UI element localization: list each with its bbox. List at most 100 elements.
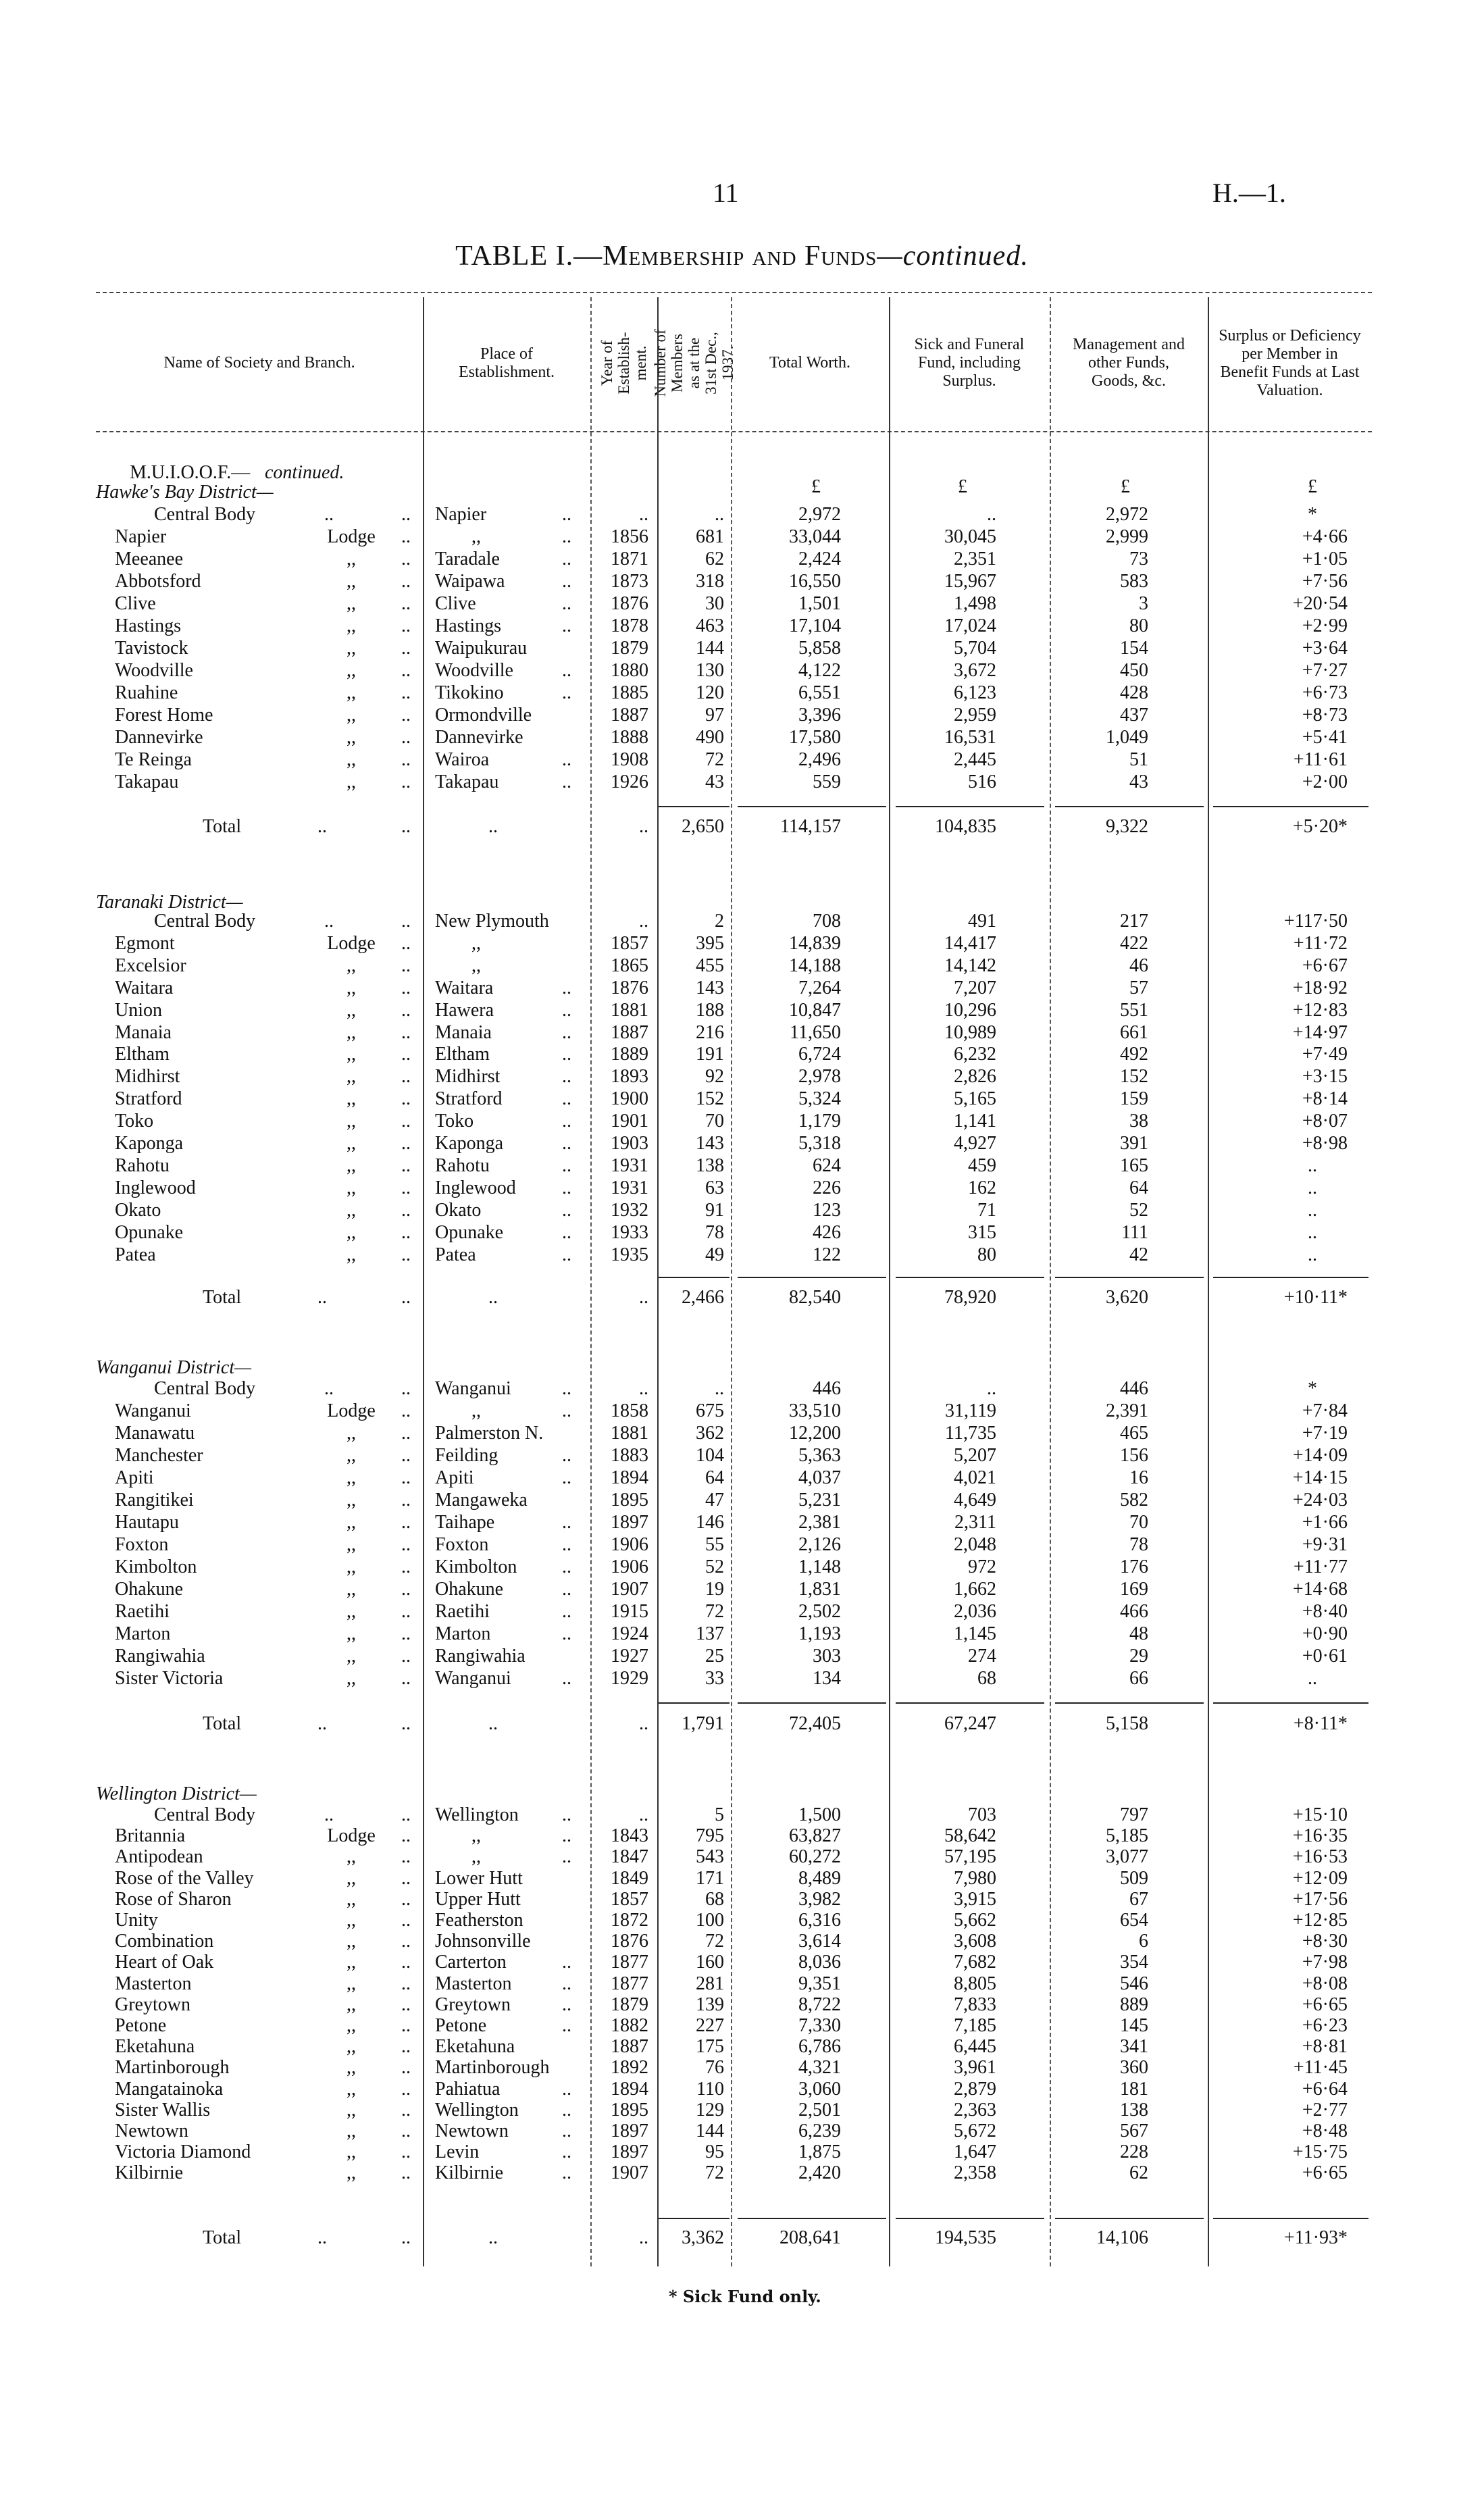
place-name: Lower Hutt [435, 1868, 523, 1889]
management-funds: 159 [1120, 1088, 1148, 1109]
branch-type: ,, [347, 1445, 356, 1466]
leader-dots: .. [317, 816, 327, 837]
year-established: 1883 [611, 1445, 648, 1466]
sick-funeral-fund: 5,672 [954, 2121, 996, 2141]
management-funds: 661 [1120, 1022, 1148, 1043]
year-established: 1931 [611, 1155, 648, 1176]
surplus-value: +14·97 [1292, 1022, 1348, 1043]
total-worth: 559 [813, 771, 841, 792]
sick-funeral-fund: 491 [968, 911, 996, 932]
year-established: 1906 [611, 1534, 648, 1555]
branch-name: Manchester [115, 1445, 203, 1466]
leader-dots: .. [401, 1400, 411, 1421]
surplus-value: +8·40 [1302, 1601, 1348, 1622]
sick-funeral-fund: 5,165 [954, 1088, 996, 1109]
place-name: Okato [435, 1200, 482, 1221]
total-rule [659, 1277, 730, 1278]
branch-type: ,, [347, 1973, 356, 1994]
branch-name: Manawatu [115, 1423, 195, 1444]
total-worth: 3,396 [798, 705, 841, 726]
total-worth: 5,318 [798, 1133, 841, 1154]
branch-name: Kilbirnie [115, 2162, 184, 2183]
place-ditto: ,, [471, 1846, 481, 1867]
branch-name: Central Body [154, 504, 256, 525]
branch-type: ,, [347, 660, 356, 681]
branch-name: Britannia [115, 1825, 186, 1846]
place-name: Eltham [435, 1044, 490, 1065]
leader-dots: .. [401, 2121, 411, 2141]
member-count: 130 [696, 660, 724, 681]
total-worth: 63,827 [789, 1825, 841, 1846]
year-established: 1894 [611, 1467, 648, 1488]
header-surplus: Surplus or Deficiency per Member in Bene… [1219, 326, 1361, 399]
member-count: 144 [696, 638, 724, 659]
sick-funeral-fund: 2,363 [954, 2100, 996, 2121]
leader-dots: .. [401, 1994, 411, 2015]
total-management: 9,322 [1106, 816, 1148, 837]
lodge-row: Tavistock,,.. Waipukurau 1879 144 5,858 5,704… [0, 637, 1484, 659]
total-worth: 33,044 [789, 526, 841, 547]
leader-dots: .. [562, 571, 571, 592]
management-funds: 80 [1129, 615, 1148, 636]
branch-type: ,, [347, 1646, 356, 1667]
sick-funeral-fund: 8,805 [954, 1973, 996, 1994]
branch-type: ,, [347, 1244, 356, 1265]
surplus-value: +7·84 [1302, 1400, 1348, 1421]
total-worth: 2,420 [798, 2162, 841, 2183]
sick-funeral-fund: 274 [968, 1646, 996, 1667]
branch-name: Egmont [115, 933, 175, 954]
total-worth: 1,500 [798, 1804, 841, 1825]
year-established: 1849 [611, 1868, 648, 1889]
sick-funeral-fund: 4,649 [954, 1490, 996, 1511]
year-established: 1857 [611, 933, 648, 954]
total-rule [896, 806, 1044, 807]
leader-dots: .. [562, 1177, 571, 1198]
total-management: 3,620 [1106, 1287, 1148, 1308]
year-established: 1907 [611, 2162, 648, 2183]
society-heading-row: M.U.I.O.O.F.— continued. [0, 461, 1484, 484]
management-funds: 16 [1129, 1467, 1148, 1488]
lodge-row: Masterton,,.. Masterton.. 1877 281 9,351 8,80… [0, 1973, 1484, 1995]
total-worth: 1,831 [798, 1579, 841, 1600]
branch-name: Abbotsford [115, 571, 201, 592]
leader-dots: .. [562, 1155, 571, 1176]
total-place: .. [488, 1287, 498, 1308]
place-name: Raetihi [435, 1601, 490, 1622]
branch-type: ,, [347, 1044, 356, 1065]
column-rule [1050, 297, 1051, 2266]
surplus-value: +8·14 [1302, 1088, 1348, 1109]
total-rule [738, 2218, 886, 2219]
leader-dots: .. [401, 1825, 411, 1846]
branch-name: Ohakune [115, 1579, 184, 1600]
sick-funeral-fund: 3,915 [954, 1889, 996, 1910]
sick-funeral-fund: 14,417 [944, 933, 996, 954]
member-count: 490 [696, 727, 724, 748]
surplus-value: +12·09 [1292, 1868, 1348, 1889]
place-name: Kilbirnie [435, 2162, 504, 2183]
management-funds: 465 [1120, 1423, 1148, 1444]
leader-dots: .. [401, 526, 411, 547]
district-heading: Taranaki District— [0, 891, 1484, 913]
branch-name: Central Body [154, 1378, 256, 1399]
management-funds: 354 [1120, 1952, 1148, 1973]
leader-dots: .. [401, 1000, 411, 1021]
branch-type: ,, [347, 1088, 356, 1109]
branch-type: ,, [347, 1994, 356, 2015]
leader-dots: .. [401, 1846, 411, 1867]
leader-dots: .. [401, 1713, 411, 1734]
lodge-row: Wanganui Lodge..,,.. 1858 675 33,510 31,119 2,… [0, 1400, 1484, 1422]
leader-dots: .. [401, 1868, 411, 1889]
surplus-value: +16·53 [1292, 1846, 1348, 1867]
sick-funeral-fund: .. [987, 504, 996, 525]
column-rule [657, 297, 659, 2266]
surplus-value: +11·93* [1283, 2227, 1348, 2248]
lodge-row: Combination,,.. Johnsonville 1876 72 3,614 3,… [0, 1930, 1484, 1952]
member-count: 104 [696, 1445, 724, 1466]
total-rule [1055, 1277, 1204, 1278]
surplus-value: +5·20* [1292, 816, 1348, 837]
place-name: Kimbolton [435, 1556, 517, 1577]
year-established: 1926 [611, 771, 648, 792]
year-established: 1901 [611, 1111, 648, 1132]
year-established: 1903 [611, 1133, 648, 1154]
member-count: 191 [696, 1044, 724, 1065]
